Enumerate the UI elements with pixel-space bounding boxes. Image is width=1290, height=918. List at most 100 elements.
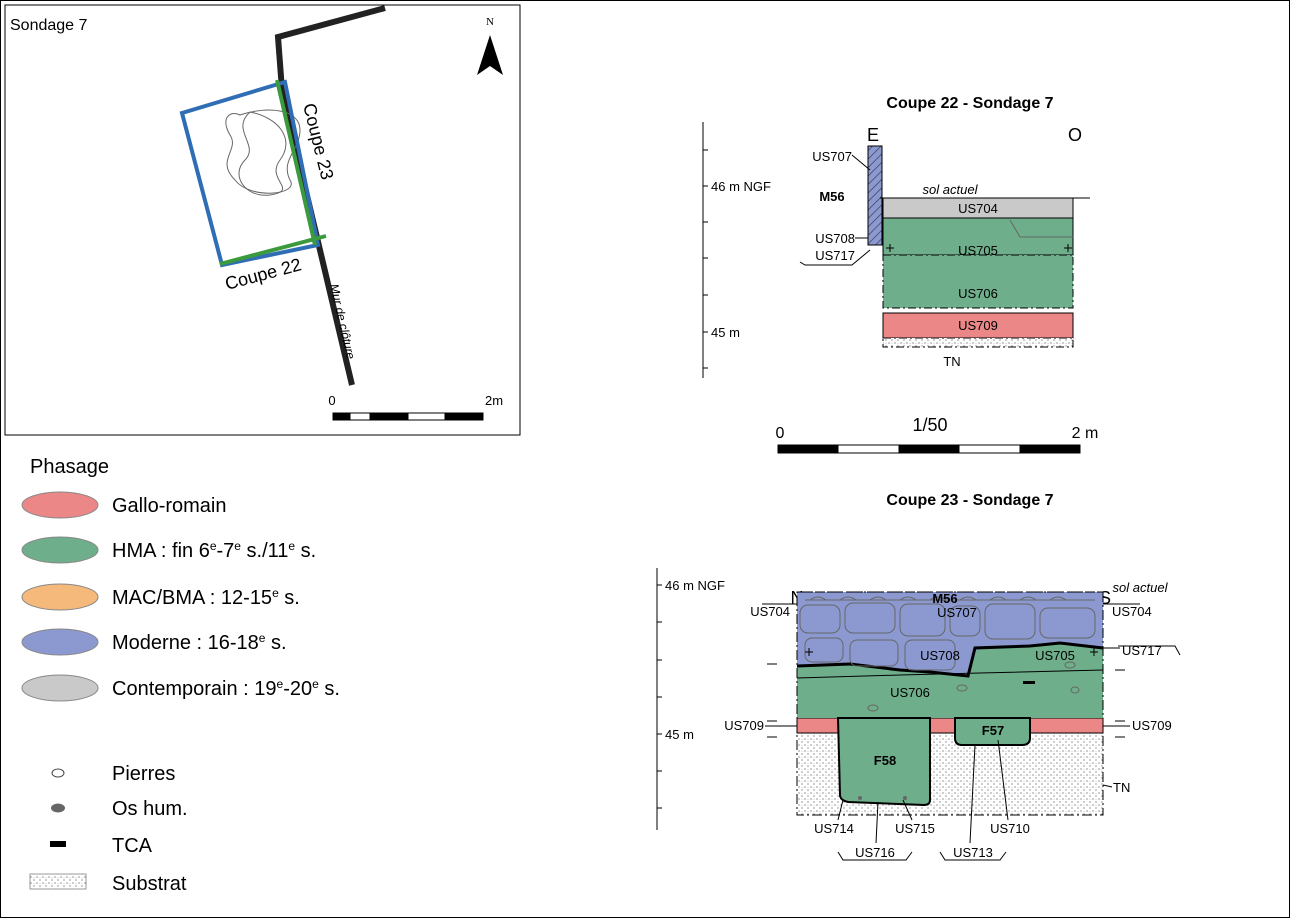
elevation-label: 45 m [711, 325, 740, 340]
drawing-detail [179, 79, 321, 268]
superscript: e [312, 677, 319, 691]
drawing-detail [1039, 607, 1096, 639]
phase-swatch [21, 491, 99, 519]
drawing-detail [886, 244, 1072, 252]
unit-label: US709 [958, 318, 998, 333]
drawing-detail [1019, 444, 1081, 454]
superscript: e [272, 586, 279, 600]
phase-label: Contemporain : 19e-20e s. [112, 677, 340, 700]
drawing-detail [836, 717, 931, 807]
scale-ratio: 1/50 [912, 415, 947, 435]
unit-label: US717 [1122, 643, 1162, 658]
phase-swatch [21, 536, 99, 564]
drawing-detail [899, 603, 946, 637]
superscript: e [259, 631, 266, 645]
drawing-detail [949, 605, 981, 637]
bone-symbol [51, 803, 65, 813]
drawing-detail [777, 444, 839, 454]
elevation-label: 45 m [665, 727, 694, 742]
drawing-detail [1064, 661, 1076, 669]
drawing-detail [867, 704, 879, 712]
drawing-detail [332, 412, 351, 421]
superscript: e [288, 539, 295, 553]
wall-label: M56 [819, 189, 844, 204]
unit-label: US704 [1112, 604, 1152, 619]
plan-frame [4, 4, 521, 436]
superscript: e [210, 539, 217, 553]
elevation-label: 46 m NGF [711, 179, 771, 194]
unit-label: US704 [958, 201, 998, 216]
label-part: MAC/BMA : 12-15 [112, 587, 272, 609]
phase-label: MAC/BMA : 12-15e s. [112, 586, 300, 609]
label-part: -20 [283, 678, 312, 700]
drawing-detail [1023, 681, 1035, 684]
orientation: E [867, 125, 879, 145]
scale-start: 0 [328, 393, 335, 408]
legend-symbol-label: Os hum. [112, 798, 188, 820]
orientation: O [1068, 125, 1082, 145]
scale-end: 2m [485, 393, 503, 408]
phase-label: Gallo-romain [112, 495, 226, 517]
legend-title: Phasage [30, 456, 109, 478]
section-23-layers [796, 591, 1104, 816]
drawing-detail [882, 254, 1074, 309]
plan-drawing [179, 5, 386, 386]
unit-label: US707 [937, 605, 977, 620]
label-part: s. [279, 587, 300, 609]
drawing-detail [805, 596, 1095, 601]
unit-label: US713 [953, 845, 993, 860]
drawing-detail [898, 444, 960, 454]
unit-label: US709 [1132, 718, 1172, 733]
drawing-detail [804, 637, 844, 663]
label-part: Moderne : 16-18 [112, 632, 259, 654]
unit-label: TN [1113, 780, 1130, 795]
phase-swatch [21, 674, 99, 702]
stone-symbol [51, 768, 65, 778]
legend-symbol-label: Pierres [112, 763, 175, 785]
drawing-detail [1009, 219, 1073, 238]
unit-label: US706 [890, 685, 930, 700]
phase-label: HMA : fin 6e-7e s./11e s. [112, 539, 316, 562]
feature-label: F58 [874, 753, 896, 768]
unit-label: US708 [815, 231, 855, 246]
drawing-detail [904, 639, 956, 671]
drawing-detail [444, 412, 484, 421]
drawing-detail [844, 602, 896, 634]
scale-bar [777, 444, 1081, 454]
elevation-label: 46 m NGF [665, 578, 725, 593]
leader-lines [799, 154, 871, 266]
unit-label: US707 [812, 149, 852, 164]
unit-label: US715 [895, 821, 935, 836]
unit-label: US716 [855, 845, 895, 860]
drawing-detail [849, 639, 899, 667]
section-title: Coupe 22 - Sondage 7 [886, 95, 1053, 112]
wall-label: M56 [932, 591, 957, 606]
scale-end: 2 m [1072, 425, 1099, 442]
unit-label: US714 [814, 821, 854, 836]
drawing-detail [867, 145, 883, 246]
feature-label: F57 [982, 723, 1004, 738]
elevation-axis [702, 122, 708, 378]
drawing-detail [369, 412, 409, 421]
north-arrow [477, 35, 503, 75]
unit-label: US706 [958, 286, 998, 301]
drawing-detail [805, 648, 1098, 656]
label-part: s. [319, 678, 340, 700]
legend-symbol-label: Substrat [112, 873, 187, 895]
plan-title: Sondage 7 [10, 17, 88, 34]
drawing-detail [219, 234, 327, 266]
superscript: e [277, 677, 284, 691]
drawing-detail [238, 111, 287, 196]
label-part: HMA : fin 6 [112, 540, 210, 562]
unit-label: US710 [990, 821, 1030, 836]
label-part: -7 [217, 540, 235, 562]
drawing-detail [796, 669, 1104, 679]
phase-label: Moderne : 16-18e s. [112, 631, 287, 654]
north-label: N [486, 16, 494, 28]
phase-swatch [21, 583, 99, 611]
elevation-axis [656, 568, 662, 830]
label-part: s. [295, 540, 316, 562]
drawing-detail [984, 603, 1036, 640]
drawing-detail [903, 796, 907, 800]
unit-label: US705 [958, 243, 998, 258]
